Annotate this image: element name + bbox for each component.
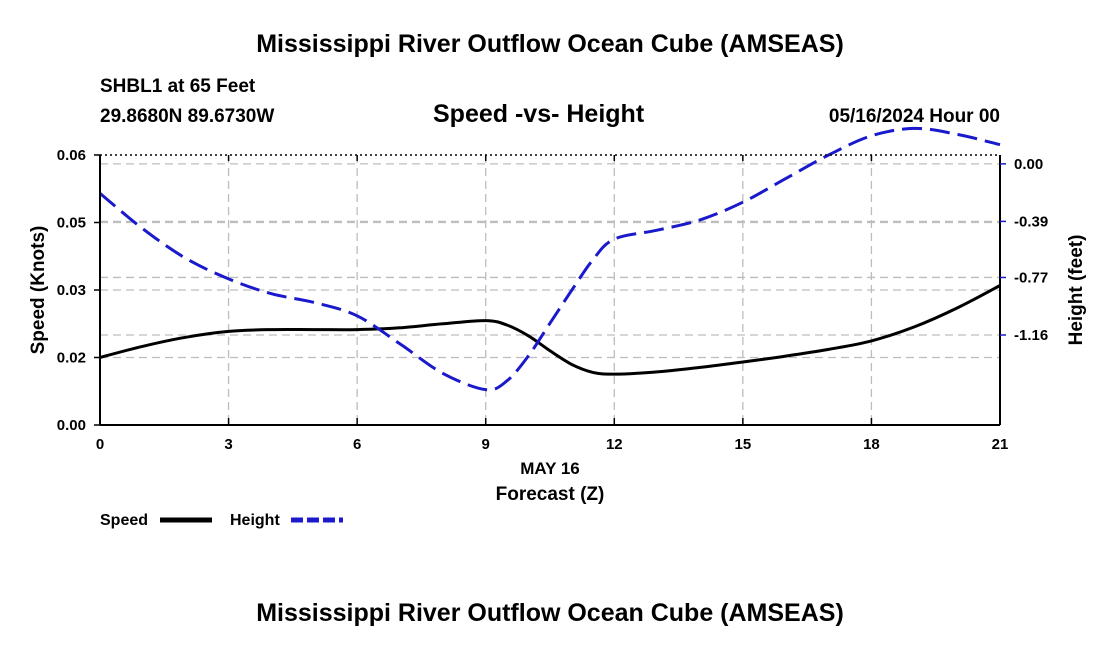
y-tick-label: 0.00 (57, 417, 86, 434)
y-tick-label: 0.02 (57, 350, 86, 367)
station-label: SHBL1 at 65 Feet (100, 76, 256, 97)
y-tick-label: 0.03 (57, 282, 86, 299)
grid (100, 155, 1000, 425)
footer-title: Mississippi River Outflow Ocean Cube (AM… (256, 599, 844, 627)
y-tick-label: 0.05 (57, 215, 86, 232)
x-tick-label: 6 (353, 436, 361, 453)
y2-tick-label: -1.16 (1014, 327, 1048, 344)
axis-labels: MAY 16 Forecast (Z) Speed (Knots) Height… (28, 226, 1087, 505)
x-tick-label: 18 (863, 436, 880, 453)
x-tick-label: 9 (482, 436, 490, 453)
series-line-speed (99, 284, 1001, 376)
series-line-height (99, 126, 1001, 392)
axes: 0 3 6 9 12 15 18 21 0.00 0.02 0.03 0.05 0.06 0.00 -0.3… (57, 147, 1048, 453)
forecast-datetime: 05/16/2024 Hour 00 (828, 106, 1000, 127)
y-tick-label: 0.06 (57, 147, 86, 164)
legend: Speed Height (100, 512, 343, 529)
x-axis-title: Forecast (Z) (496, 484, 605, 505)
series-layer (99, 126, 1001, 392)
x-tick-label: 21 (992, 436, 1009, 453)
y2-axis-title: Height (feet) (1066, 235, 1087, 346)
chart-title: Mississippi River Outflow Ocean Cube (AM… (256, 30, 844, 58)
coordinates-label: 29.8680N 89.6730W (100, 106, 275, 127)
y2-tick-label: -0.77 (1014, 269, 1048, 286)
x-axis-date-label: MAY 16 (520, 459, 580, 478)
chart-subtitle: Speed -vs- Height (433, 100, 645, 128)
x-tick-label: 15 (735, 436, 752, 453)
x-tick-label: 12 (606, 436, 623, 453)
legend-label-speed: Speed (100, 512, 148, 529)
legend-label-height: Height (230, 512, 280, 529)
x-tick-label: 0 (96, 436, 104, 453)
y2-tick-label: 0.00 (1014, 156, 1043, 173)
y-axis-title: Speed (Knots) (28, 226, 49, 355)
x-tick-label: 3 (224, 436, 232, 453)
y2-tick-label: -0.39 (1014, 213, 1048, 230)
